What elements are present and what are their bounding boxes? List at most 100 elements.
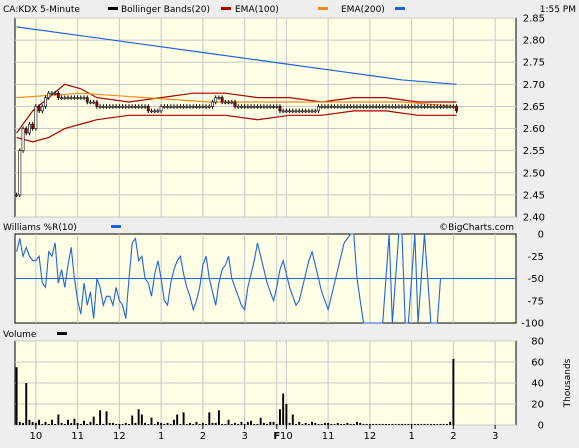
legend-label-ema100: EMA(100) — [235, 5, 279, 15]
price-candle-4 — [28, 123, 31, 134]
price-candle-69 — [236, 106, 240, 108]
price-candle-71 — [243, 106, 247, 108]
price-candle-61 — [211, 101, 214, 107]
price-candle-82 — [278, 106, 282, 112]
price-candle-86 — [291, 110, 295, 113]
price-candle-91 — [307, 110, 311, 113]
price-candle-127 — [423, 106, 426, 108]
price-tick-label-0: 2.85 — [523, 14, 545, 25]
price-candle-46 — [162, 106, 166, 108]
price-candle-25 — [95, 101, 99, 107]
volume-label: Volume — [3, 330, 37, 340]
price-candle-3 — [24, 128, 28, 134]
legend-ema100: EMA(100) — [221, 5, 279, 15]
price-axis: 2.85 2.80 2.75 2.70 2.65 2.60 2.55 2.50 2.45 2.40 — [523, 14, 545, 224]
price-candle-63 — [217, 97, 221, 99]
price-candle-92 — [310, 110, 314, 113]
price-candle-119 — [397, 106, 401, 108]
price-candle-136 — [451, 106, 455, 108]
price-candle-109 — [365, 106, 369, 108]
price-candle-106 — [355, 106, 359, 108]
price-candle-134 — [445, 106, 449, 108]
price-candle-70 — [239, 106, 243, 108]
price-tick-label-5: 2.60 — [523, 124, 545, 135]
price-candle-73 — [249, 106, 253, 108]
price-candle-41 — [146, 106, 150, 112]
price-candle-118 — [394, 106, 397, 108]
price-candle-38 — [137, 106, 141, 108]
x-axis: 10 11 12 1 2 3 F 10 11 12 1 2 3 — [30, 425, 498, 442]
price-candle-33 — [121, 106, 125, 108]
williams-tick-label-3: -75 — [528, 296, 544, 307]
price-tick-label-1: 2.80 — [523, 36, 545, 47]
ema100-line — [16, 92, 457, 108]
price-candle-64 — [220, 97, 224, 103]
price-candle-114 — [381, 106, 385, 108]
price-candle-115 — [384, 106, 388, 108]
price-candle-93 — [313, 110, 317, 113]
legend-label-bollinger: Bollinger Bands(20) — [121, 5, 210, 15]
legend-swatch-ema200-line — [395, 7, 405, 10]
bollinger-lower-line — [16, 110, 457, 143]
price-candle-8 — [40, 106, 44, 112]
price-tick-label-2: 2.75 — [523, 58, 545, 69]
price-candle-43 — [153, 110, 157, 113]
price-candle-37 — [134, 106, 137, 108]
chart-symbol: CA:KDX 5-Minute — [3, 5, 80, 15]
volume-series — [15, 358, 455, 425]
price-candle-56 — [195, 106, 198, 108]
price-candle-101 — [339, 106, 343, 108]
price-candle-76 — [259, 106, 263, 108]
legend-label-ema200: EMA(200) — [341, 5, 385, 15]
price-candle-28 — [105, 106, 108, 108]
price-candle-102 — [342, 106, 346, 108]
price-candle-54 — [188, 106, 192, 108]
legend-bollinger: Bollinger Bands(20) — [108, 5, 210, 15]
price-candle-67 — [230, 101, 234, 104]
price-candle-36 — [130, 106, 134, 108]
x-tick-label-0: 10 — [30, 431, 43, 442]
x-tick-label-3: 1 — [158, 431, 164, 442]
price-candle-105 — [352, 106, 356, 108]
volume-ylabel: Thousands — [563, 358, 573, 408]
williams-tick-label-0: 0 — [538, 230, 544, 241]
price-candle-20 — [79, 97, 83, 99]
volume-axis: 80 60 40 20 0 — [531, 337, 544, 432]
volume-grid — [15, 340, 516, 426]
price-candle-110 — [368, 106, 372, 108]
x-tick-label-6: F — [273, 431, 280, 442]
price-series — [15, 26, 459, 198]
price-candle-122 — [406, 106, 410, 108]
price-candle-39 — [140, 106, 144, 108]
x-tick-label-4: 2 — [200, 431, 206, 442]
price-candle-96 — [323, 106, 327, 108]
williams-tick-label-4: -100 — [521, 319, 544, 330]
price-candle-117 — [390, 106, 394, 108]
volume-tick-label-4: 0 — [538, 421, 544, 432]
price-candle-87 — [294, 110, 298, 113]
price-candle-129 — [429, 106, 433, 108]
price-candle-88 — [297, 110, 301, 113]
price-panel-bg — [14, 17, 517, 218]
price-candle-22 — [85, 97, 89, 103]
price-candle-2 — [21, 128, 25, 151]
price-candle-103 — [345, 106, 349, 108]
williams-tick-label-2: -50 — [528, 274, 544, 285]
volume-tick-label-0: 80 — [531, 337, 544, 348]
x-tick-label-10: 1 — [408, 431, 414, 442]
price-candle-17 — [69, 97, 73, 99]
bollinger-upper-line — [16, 83, 457, 134]
price-candle-104 — [349, 106, 353, 108]
price-candle-125 — [416, 106, 420, 108]
volume-tick-label-1: 60 — [531, 358, 544, 369]
price-candle-60 — [207, 106, 211, 108]
price-tick-label-8: 2.45 — [523, 190, 545, 201]
price-candle-108 — [362, 106, 365, 108]
price-candle-83 — [281, 110, 285, 113]
price-candle-97 — [326, 106, 330, 108]
price-candle-85 — [288, 110, 292, 113]
price-candle-81 — [275, 106, 279, 108]
price-candle-68 — [233, 101, 237, 107]
price-candle-72 — [246, 106, 250, 108]
x-tick-label-8: 11 — [322, 431, 335, 442]
